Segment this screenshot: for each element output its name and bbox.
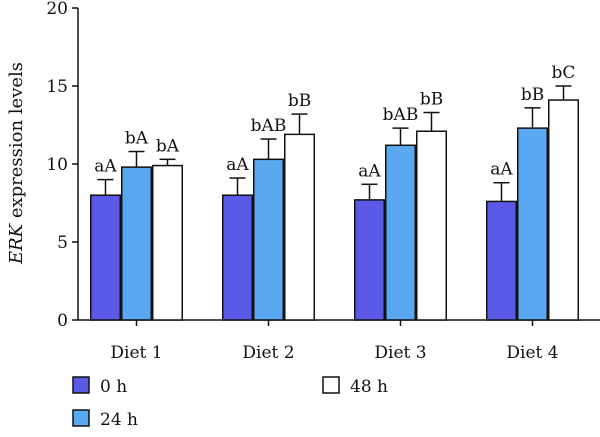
bar xyxy=(486,200,517,321)
significance-label: aA xyxy=(226,155,249,175)
significance-label: aA xyxy=(490,160,513,180)
significance-label: aA xyxy=(358,161,381,181)
y-axis-title-rest: expression levels xyxy=(6,62,27,224)
bar xyxy=(416,130,447,321)
x-tick-label: Diet 3 xyxy=(374,343,426,363)
significance-label: bB xyxy=(521,85,544,105)
bar xyxy=(253,158,284,321)
y-tick-label: 5 xyxy=(57,233,68,253)
significance-label: bA xyxy=(125,129,149,149)
y-tick-label: 20 xyxy=(46,0,68,19)
y-tick-label: 10 xyxy=(46,155,68,175)
significance-label: bB xyxy=(420,90,443,110)
legend-label: 48 h xyxy=(350,377,388,397)
x-tick-label: Diet 1 xyxy=(110,343,162,363)
bar xyxy=(152,164,183,321)
bar xyxy=(385,144,416,321)
significance-label: bAB xyxy=(383,105,419,125)
y-axis-title: ERK expression levels xyxy=(6,62,27,265)
legend-label: 0 h xyxy=(100,377,127,397)
x-tick-label: Diet 4 xyxy=(506,343,558,363)
bar xyxy=(284,133,315,321)
significance-label: bAB xyxy=(251,116,287,136)
legend-swatch xyxy=(72,376,90,394)
chart-legend: 0 h 24 h 48 h xyxy=(72,376,388,430)
chart-axes: 0 5 10 15 20 Diet 1 Diet 2 Diet 3 Diet 4 xyxy=(46,0,600,363)
significance-label: bC xyxy=(552,63,576,83)
y-axis-title-italic: ERK xyxy=(6,222,27,265)
x-tick-label: Diet 2 xyxy=(242,343,294,363)
bar xyxy=(548,99,579,321)
significance-label: bA xyxy=(156,136,180,156)
bar xyxy=(90,194,121,321)
bar xyxy=(354,199,385,321)
legend-swatch xyxy=(72,409,90,427)
significance-label: bB xyxy=(288,91,311,111)
legend-label: 24 h xyxy=(100,410,138,430)
bar xyxy=(517,127,548,321)
bar xyxy=(222,194,253,321)
significance-label: aA xyxy=(94,157,117,177)
y-tick-label: 15 xyxy=(46,77,68,97)
y-tick-label: 0 xyxy=(57,311,68,331)
bar xyxy=(121,166,152,321)
legend-swatch xyxy=(322,376,340,394)
